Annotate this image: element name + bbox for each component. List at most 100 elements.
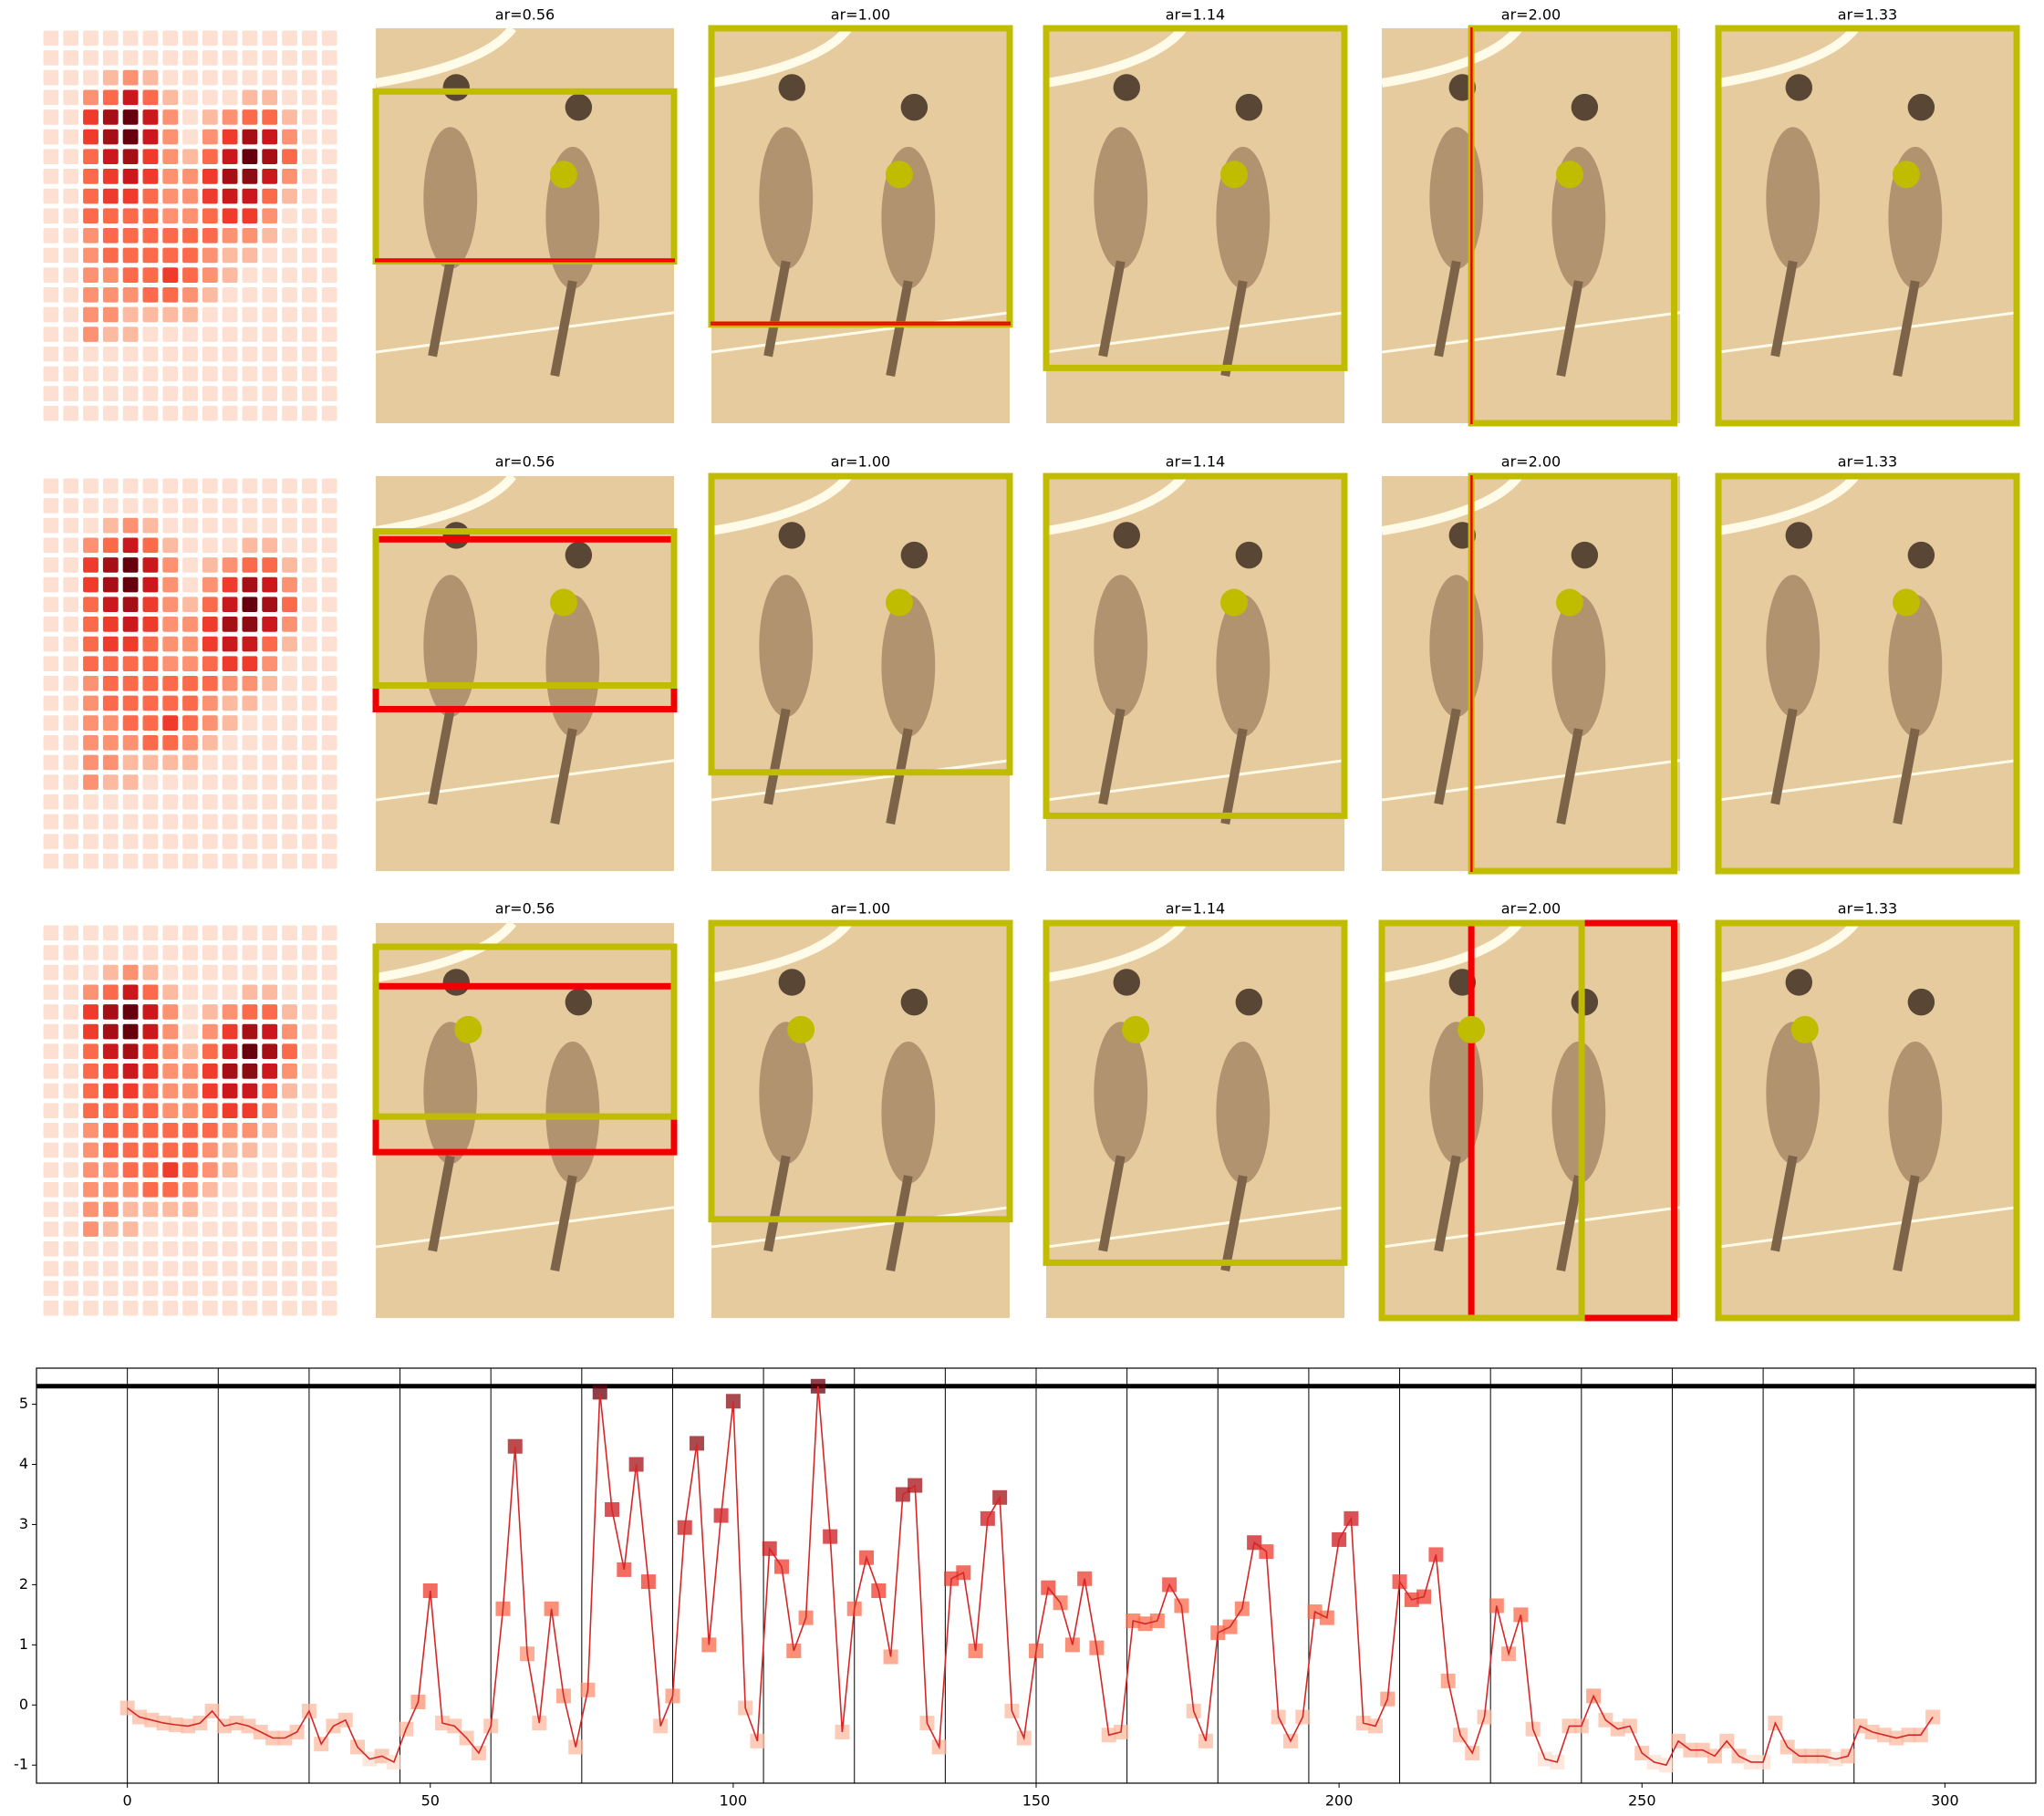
heatmap-cell xyxy=(162,286,179,303)
player-leg xyxy=(1220,728,1248,825)
heatmap-cell xyxy=(162,925,179,941)
heatmap-cell xyxy=(122,478,139,494)
heatmap-cell xyxy=(43,774,59,790)
heatmap-cell xyxy=(242,984,258,1001)
heatmap-cell xyxy=(63,498,79,514)
player-head xyxy=(565,93,593,121)
heatmap-cell xyxy=(282,89,297,106)
heatmap-cell xyxy=(182,656,198,671)
heatmap-cell xyxy=(83,30,99,47)
heatmap-cell xyxy=(222,715,238,731)
player xyxy=(1216,594,1271,737)
keypoint xyxy=(787,1015,815,1043)
heatmap-cell xyxy=(282,498,297,514)
player-head xyxy=(1907,988,1935,1016)
heatmap-cell xyxy=(321,169,337,184)
heatmap-cell xyxy=(182,50,198,66)
heatmap-cell xyxy=(202,267,218,283)
player-head xyxy=(442,969,471,996)
heatmap-cell xyxy=(63,1240,79,1257)
player-head xyxy=(778,522,806,549)
heatmap-cell xyxy=(262,478,278,494)
heatmap-cell xyxy=(43,834,59,849)
heatmap-cell xyxy=(262,30,278,47)
heatmap-cell xyxy=(102,1300,119,1316)
heatmap-cell xyxy=(83,636,99,652)
heatmap-cell xyxy=(122,30,139,47)
heatmap-cell xyxy=(182,149,198,165)
heatmap-cell xyxy=(102,228,119,244)
heatmap-cell xyxy=(182,405,198,421)
player xyxy=(881,594,936,737)
heatmap-cell xyxy=(282,1023,297,1040)
heatmap-cell xyxy=(182,286,198,303)
heatmap-cell xyxy=(182,517,198,534)
heatmap-cell xyxy=(182,597,198,613)
bounding-box xyxy=(1043,472,1348,819)
heatmap-cell xyxy=(182,346,198,362)
player-leg xyxy=(886,1175,913,1271)
heatmap-cell xyxy=(301,1201,317,1218)
keypoint xyxy=(1556,161,1584,189)
heatmap-cell xyxy=(321,794,337,810)
heatmap-cell xyxy=(43,30,59,47)
heatmap-cell xyxy=(202,1261,218,1277)
heatmap-cell xyxy=(142,853,159,869)
heatmap-cell xyxy=(242,478,258,494)
heatmap-cell xyxy=(222,1261,238,1277)
heatmap-cell xyxy=(262,208,278,223)
heatmap-cell xyxy=(63,1004,79,1020)
heatmap-cell xyxy=(102,557,119,573)
heatmap-cell xyxy=(242,925,258,941)
heatmap-cell xyxy=(142,1004,159,1020)
bounding-box xyxy=(1470,475,1473,872)
heatmap-cell xyxy=(63,346,79,362)
heatmap-cell xyxy=(282,964,297,981)
heatmap-cell xyxy=(262,1300,278,1316)
heatmap-cell xyxy=(43,1043,59,1060)
player-leg xyxy=(763,260,791,358)
heatmap-cell xyxy=(282,1162,297,1178)
heatmap-cell xyxy=(83,537,99,554)
heatmap-cell xyxy=(262,853,278,869)
heatmap-cell xyxy=(182,188,198,204)
heatmap-cell xyxy=(43,1181,59,1198)
heatmap-cell xyxy=(83,208,99,223)
heatmap-cell xyxy=(301,169,317,184)
heatmap-cell xyxy=(63,267,79,283)
heatmap-cell xyxy=(162,945,179,960)
field-line xyxy=(375,759,675,802)
heatmap-cell xyxy=(262,1023,278,1040)
heatmap-cell xyxy=(162,1281,179,1296)
player-leg xyxy=(1770,1155,1798,1252)
heatmap-cell xyxy=(182,1064,198,1079)
heatmap-cell xyxy=(222,69,238,86)
heatmap-cell xyxy=(122,774,139,790)
photo xyxy=(376,28,674,423)
heatmap-cell xyxy=(102,597,119,613)
panel-title: ar=1.14 xyxy=(1166,6,1225,24)
heatmap-cell xyxy=(83,834,99,849)
heatmap-cell xyxy=(43,1142,59,1158)
heatmap-cell xyxy=(142,346,159,362)
player-head xyxy=(778,969,806,996)
heatmap-cell xyxy=(242,1281,258,1296)
heatmap-cell xyxy=(262,834,278,849)
heatmap-cell xyxy=(83,1162,99,1178)
heatmap-cell xyxy=(242,188,258,204)
bounding-box xyxy=(1043,919,1348,1266)
player-head xyxy=(900,93,929,121)
heatmap-cell xyxy=(83,774,99,790)
heatmap-cell xyxy=(202,853,218,869)
heatmap-cell xyxy=(162,517,179,534)
heatmap-cell xyxy=(301,557,317,573)
heatmap-cell xyxy=(301,306,317,323)
heatmap-cell xyxy=(122,286,139,303)
heatmap-cell xyxy=(202,1221,218,1237)
heatmap-cell xyxy=(63,695,79,711)
heatmap-cell xyxy=(242,169,258,184)
bounding-box xyxy=(375,258,675,263)
heatmap-cell xyxy=(222,1004,238,1020)
heatmap-cell xyxy=(162,794,179,810)
heatmap-cell xyxy=(301,188,317,204)
